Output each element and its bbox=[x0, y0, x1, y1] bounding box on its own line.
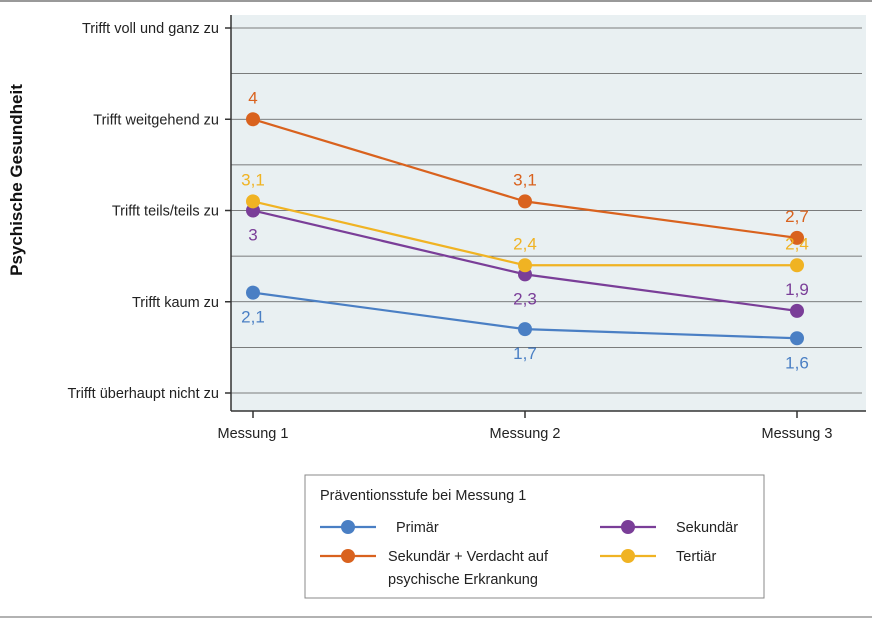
data-label: 2,1 bbox=[241, 308, 265, 327]
data-label: 1,9 bbox=[785, 280, 809, 299]
data-point bbox=[790, 258, 804, 273]
data-label: 2,3 bbox=[513, 289, 537, 308]
legend-box bbox=[304, 474, 765, 599]
data-point bbox=[790, 303, 804, 318]
data-point bbox=[246, 285, 260, 300]
data-label: 1,6 bbox=[785, 353, 809, 372]
data-point bbox=[246, 112, 260, 127]
legend-marker bbox=[621, 549, 635, 563]
data-point bbox=[790, 230, 804, 245]
data-label: 3 bbox=[248, 226, 257, 245]
legend-marker bbox=[621, 520, 635, 534]
data-label: 3,1 bbox=[241, 170, 265, 189]
legend-label: Sekundär bbox=[676, 520, 738, 536]
data-label: 3,1 bbox=[513, 170, 537, 189]
data-point bbox=[246, 194, 260, 209]
y-tick-label: Trifft weitgehend zu bbox=[93, 112, 219, 128]
y-tick-label: Trifft teils/teils zu bbox=[112, 204, 219, 220]
plot-background bbox=[231, 15, 866, 411]
legend-label: Primär bbox=[396, 520, 439, 536]
legend-marker bbox=[341, 549, 355, 563]
legend-label: Sekundär + Verdacht auf bbox=[388, 549, 549, 565]
y-tick-label: Trifft voll und ganz zu bbox=[82, 21, 219, 37]
data-label: 1,7 bbox=[513, 344, 537, 363]
data-label: 2,4 bbox=[513, 234, 537, 253]
y-tick-label: Trifft kaum zu bbox=[132, 295, 219, 311]
data-label: 4 bbox=[248, 88, 257, 107]
legend-label: Tertiär bbox=[676, 549, 716, 565]
data-point bbox=[518, 194, 532, 209]
data-point bbox=[790, 331, 804, 346]
y-axis-title: Psychische Gesundheit bbox=[7, 84, 26, 276]
x-tick-label: Messung 1 bbox=[218, 426, 289, 442]
legend-marker bbox=[341, 520, 355, 534]
legend-label: psychische Erkrankung bbox=[388, 572, 538, 588]
x-tick-label: Messung 2 bbox=[490, 426, 561, 442]
data-label: 2,7 bbox=[785, 207, 809, 226]
y-tick-label: Trifft überhaupt nicht zu bbox=[67, 386, 219, 402]
x-tick-label: Messung 3 bbox=[762, 426, 833, 442]
legend-title: Präventionsstufe bei Messung 1 bbox=[320, 488, 526, 504]
data-label: 2,4 bbox=[785, 234, 809, 253]
data-point bbox=[518, 258, 532, 273]
data-point bbox=[518, 322, 532, 337]
